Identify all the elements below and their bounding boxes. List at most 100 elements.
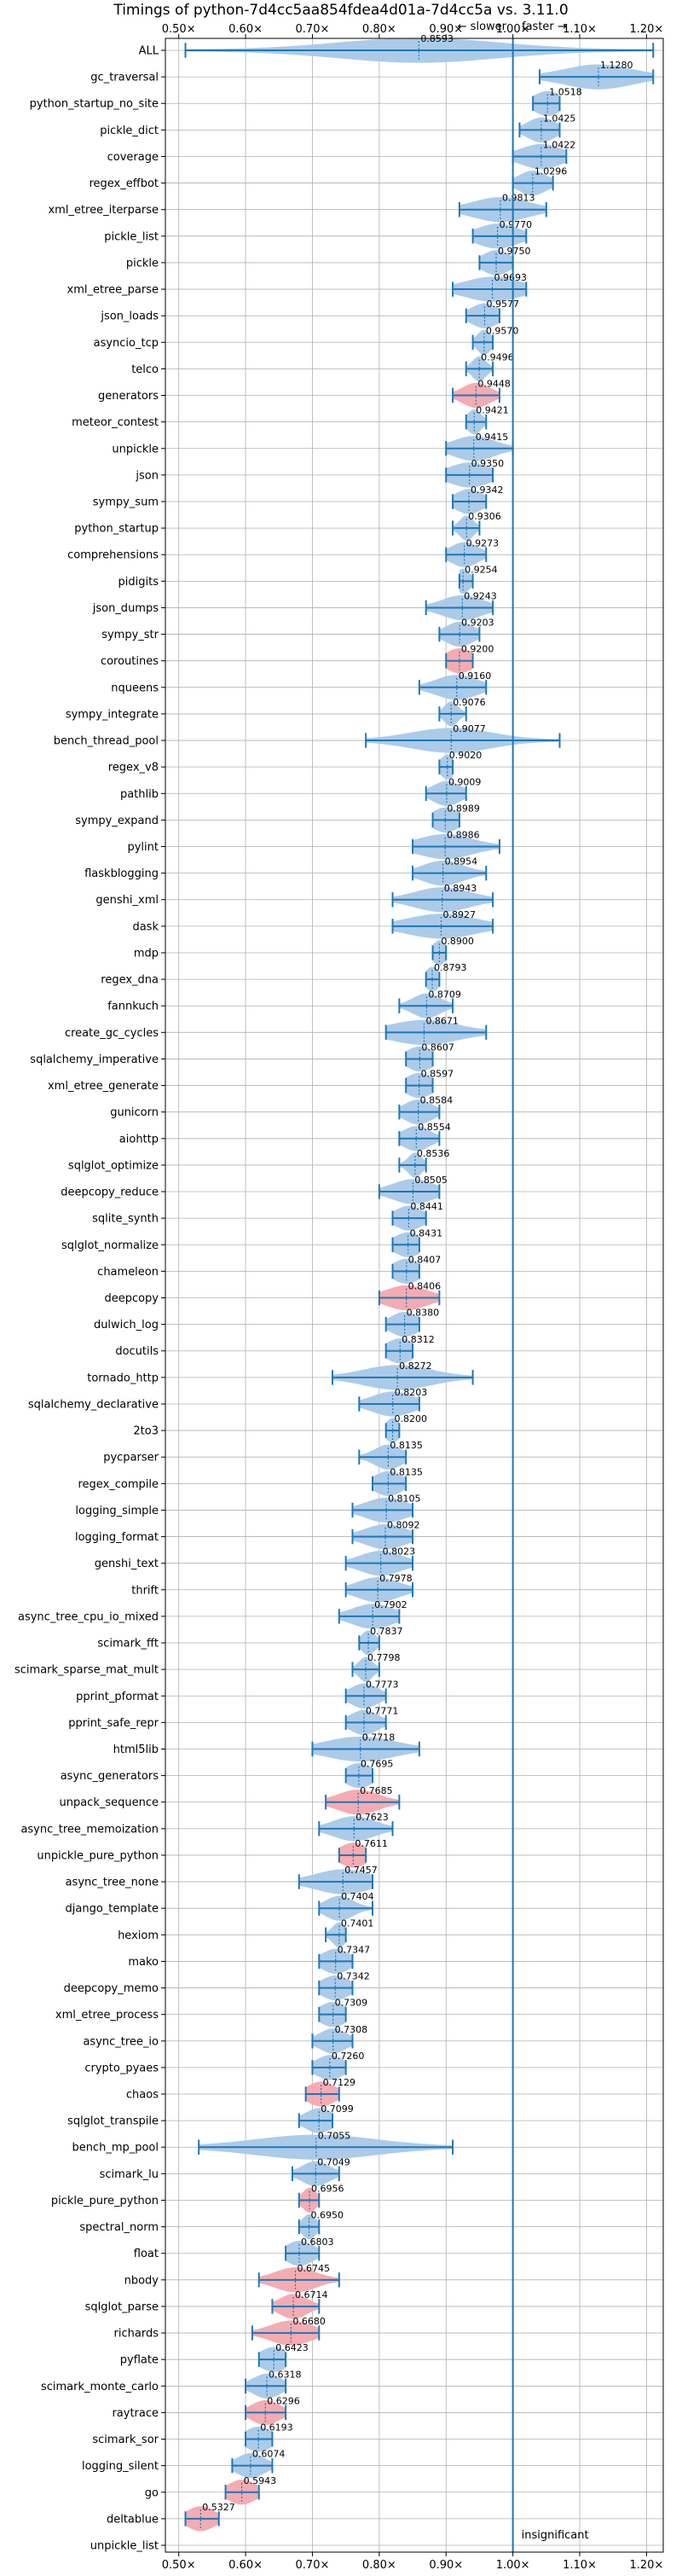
- value-label: 0.9077: [453, 723, 486, 734]
- value-label: 0.7457: [344, 1865, 378, 1876]
- benchmark-label: gunicorn: [110, 1106, 159, 1119]
- value-label: 0.8312: [402, 1334, 435, 1345]
- insignificant-label: insignificant: [522, 2529, 589, 2542]
- benchmark-label: sqlalchemy_imperative: [30, 1053, 159, 1066]
- benchmark-label: logging_simple: [75, 1505, 159, 1517]
- benchmark-label: ALL: [139, 45, 159, 58]
- value-label: 0.7773: [366, 1679, 399, 1690]
- value-label: 0.7404: [341, 1891, 374, 1902]
- benchmark-label: bench_thread_pool: [54, 735, 159, 748]
- benchmark-label: dulwich_log: [94, 1319, 159, 1332]
- benchmark-label: nbody: [124, 2274, 159, 2287]
- x-tick-label-bottom: 1.00×: [496, 2559, 530, 2572]
- value-label: 0.8989: [447, 803, 480, 814]
- x-tick-label-bottom: 0.50×: [162, 2559, 196, 2572]
- benchmark-label: genshi_text: [95, 1558, 159, 1570]
- benchmark-label: deltablue: [107, 2513, 159, 2526]
- value-label: 1.1280: [600, 60, 633, 71]
- benchmark-label: generators: [98, 390, 159, 403]
- benchmark-label: create_gc_cycles: [65, 1027, 159, 1040]
- value-label: 0.6803: [301, 2237, 334, 2248]
- value-label: 0.6714: [295, 2289, 328, 2300]
- benchmark-label: unpickle_pure_python: [37, 1849, 159, 1862]
- slower-label: ← slower: [458, 20, 507, 33]
- benchmark-label: pyflate: [120, 2354, 159, 2367]
- value-label: 0.7798: [367, 1652, 401, 1663]
- x-tick-label-bottom: 0.70×: [296, 2559, 330, 2572]
- benchmark-label: xml_etree_parse: [67, 284, 159, 297]
- value-label: 0.7718: [362, 1732, 396, 1743]
- benchmark-label: pycparser: [103, 1452, 159, 1465]
- value-label: 0.9160: [459, 670, 492, 682]
- value-label: 0.9306: [468, 511, 501, 522]
- benchmark-label: aiohttp: [119, 1133, 159, 1146]
- benchmark-label: sqlglot_transpile: [67, 2115, 159, 2128]
- benchmark-label: sqlglot_optimize: [68, 1159, 159, 1172]
- value-label: 0.8200: [395, 1413, 428, 1424]
- benchmark-label: xml_etree_iterparse: [48, 204, 159, 217]
- value-label: 0.9342: [471, 484, 504, 496]
- benchmark-label: gc_traversal: [90, 72, 159, 84]
- value-label: 0.7771: [366, 1705, 399, 1716]
- value-label: 0.8607: [421, 1041, 454, 1053]
- benchmark-label: scimark_lu: [100, 2168, 159, 2181]
- benchmark-label: bench_mp_pool: [72, 2142, 159, 2155]
- value-label: 0.9273: [466, 537, 500, 548]
- x-tick-label-top: 0.70×: [296, 23, 330, 36]
- benchmark-label: flaskblogging: [84, 867, 159, 880]
- value-label: 0.8671: [425, 1015, 459, 1026]
- benchmark-label: regex_effbot: [89, 177, 159, 190]
- benchmark-label: django_template: [66, 1903, 159, 1916]
- benchmark-label: sympy_integrate: [66, 708, 159, 721]
- benchmark-label: python_startup: [74, 523, 159, 536]
- benchmark-label: sqlglot_parse: [85, 2300, 159, 2313]
- value-label: 1.0296: [535, 166, 568, 177]
- x-tick-label-top: 1.20×: [629, 23, 663, 36]
- value-label: 0.9693: [494, 272, 528, 283]
- benchmark-label: fannkuch: [107, 1001, 159, 1013]
- value-label: 0.7685: [360, 1785, 393, 1796]
- value-label: 0.8441: [410, 1201, 442, 1212]
- benchmark-label: scimark_sor: [92, 2434, 159, 2446]
- x-ticks-top: 0.50× 0.60× 0.70× 0.80× 0.90× 1.00× 1.10× 1.20×: [162, 23, 663, 38]
- benchmark-label: coverage: [107, 151, 159, 164]
- value-label: 0.9009: [448, 776, 482, 787]
- value-label: 0.7978: [379, 1573, 413, 1584]
- value-label: 0.9254: [465, 564, 498, 575]
- benchmark-label: pidigits: [118, 576, 159, 589]
- benchmark-label: mako: [128, 1956, 159, 1969]
- plot-frame: [165, 38, 664, 2553]
- benchmark-label: async_tree_memoization: [20, 1823, 159, 1836]
- x-tick-label-bottom: 0.90×: [429, 2559, 463, 2572]
- value-label: 0.8105: [388, 1493, 421, 1504]
- value-label: 0.7099: [321, 2103, 354, 2115]
- x-tick-label-bottom: 0.60×: [228, 2559, 263, 2572]
- benchmark-label: dask: [132, 920, 159, 933]
- value-label: 0.9350: [471, 458, 505, 469]
- benchmark-label: async_tree_io: [83, 2035, 159, 2048]
- x-tick-label-top: 1.00×: [496, 23, 530, 36]
- value-label: 0.7902: [374, 1599, 407, 1610]
- benchmark-label: 2to3: [133, 1425, 159, 1438]
- benchmark-label: chameleon: [97, 1266, 159, 1279]
- value-label: 0.9570: [486, 325, 519, 336]
- benchmark-label: pprint_pformat: [76, 1691, 159, 1703]
- benchmark-label: chaos: [126, 2089, 159, 2102]
- benchmark-label: comprehensions: [67, 549, 159, 562]
- value-label: 0.7623: [355, 1812, 389, 1823]
- benchmark-label: logging_format: [75, 1531, 159, 1544]
- value-label: 0.6680: [292, 2316, 326, 2327]
- value-label: 0.7049: [317, 2156, 350, 2167]
- value-label: 0.8709: [428, 989, 460, 1000]
- value-label: 0.8406: [408, 1281, 442, 1292]
- benchmark-label: sympy_str: [101, 629, 159, 641]
- value-label: 0.8272: [399, 1361, 432, 1372]
- value-label: 0.6318: [269, 2369, 302, 2380]
- benchmark-label: asyncio_tcp: [94, 337, 159, 350]
- value-label: 0.9496: [481, 351, 514, 363]
- value-label: 0.8023: [383, 1546, 416, 1558]
- value-label: 0.8505: [414, 1175, 448, 1186]
- benchmark-label: logging_silent: [82, 2460, 159, 2473]
- value-label: 0.8431: [410, 1227, 443, 1239]
